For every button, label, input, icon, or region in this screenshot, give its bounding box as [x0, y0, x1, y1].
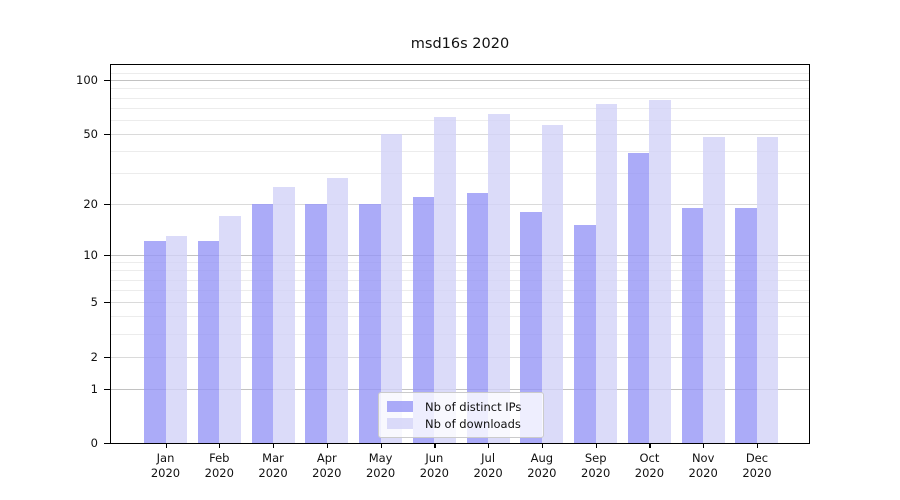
x-tick-dec: [756, 444, 759, 448]
gridline-minor-80: [111, 97, 809, 99]
gridline-major-100: [111, 80, 809, 82]
y-tick-label-2: 2: [90, 349, 98, 364]
chart-title: msd16s 2020: [410, 36, 510, 52]
x-tick-label-jul: Jul 2020: [473, 451, 503, 480]
legend-swatch-downloads: [387, 418, 413, 429]
bar-distinct-ips-oct: [627, 153, 650, 443]
x-tick-label-jun: Jun 2020: [419, 451, 449, 480]
bar-distinct-ips-aug: [520, 211, 542, 443]
y-tick-20: [104, 203, 110, 205]
legend-item-distinct-ips: Nb of distinct IPs: [387, 400, 543, 414]
bar-downloads-jan: [165, 235, 187, 443]
bar-downloads-aug: [541, 125, 564, 443]
gridline-minor-70: [111, 107, 809, 109]
y-tick-0: [104, 443, 110, 445]
x-tick-label-oct: Oct 2020: [634, 451, 665, 480]
plot-area: Nb of distinct IPs Nb of downloads: [110, 64, 810, 444]
bar-distinct-ips-jul: [466, 193, 489, 443]
bar-distinct-ips-may: [359, 203, 381, 443]
x-tick-label-feb: Feb 2020: [204, 451, 234, 480]
legend-item-downloads: Nb of downloads: [387, 417, 543, 431]
x-tick-apr: [326, 444, 328, 448]
gridline-minor-40: [111, 151, 809, 153]
gridline-minor-90: [111, 88, 809, 90]
gridline-minor-30: [111, 173, 809, 175]
bar-downloads-sep: [595, 103, 618, 443]
gridline-minor-3: [111, 334, 809, 336]
bar-downloads-may: [380, 133, 403, 443]
x-tick-label-jan: Jan 2020: [150, 451, 181, 480]
gridline-minor-7: [111, 279, 809, 281]
y-tick-label-1: 1: [90, 381, 98, 396]
y-tick-10: [104, 254, 110, 256]
bar-distinct-ips-apr: [305, 203, 327, 443]
x-tick-oct: [649, 444, 651, 448]
y-tick-label-50: 50: [83, 126, 98, 141]
x-tick-sep: [595, 444, 597, 448]
x-tick-label-may: May 2020: [365, 451, 396, 480]
y-tick-label-5: 5: [90, 295, 98, 310]
y-tick-5: [104, 302, 110, 304]
bar-downloads-oct: [649, 99, 671, 443]
y-tick-label-20: 20: [83, 196, 98, 211]
bar-downloads-apr: [326, 178, 349, 443]
x-tick-jul: [488, 444, 490, 448]
x-tick-label-dec: Dec 2020: [742, 451, 772, 480]
x-tick-nov: [703, 444, 705, 448]
x-tick-may: [380, 444, 382, 448]
y-tick-label-100: 100: [76, 73, 98, 88]
y-tick-50: [104, 133, 110, 136]
gridline-minor-110: [111, 72, 809, 74]
gridline-minor-4: [111, 316, 809, 318]
x-tick-jan: [165, 444, 167, 448]
gridline-major-5: [111, 302, 809, 304]
gridline-major-1: [111, 388, 809, 390]
gridline-major-2: [111, 356, 809, 358]
y-tick-100: [104, 80, 110, 82]
y-tick-label-10: 10: [83, 247, 98, 262]
bar-downloads-nov: [703, 137, 725, 443]
x-tick-label-mar: Mar 2020: [258, 451, 288, 480]
x-tick-label-nov: Nov 2020: [688, 451, 718, 480]
gridline-minor-9: [111, 262, 809, 263]
gridline-major-20: [111, 203, 809, 205]
x-tick-aug: [541, 444, 544, 448]
legend-label-downloads: Nb of downloads: [425, 416, 521, 431]
gridline-minor-8: [111, 270, 809, 272]
x-tick-label-apr: Apr 2020: [312, 451, 342, 480]
legend-label-distinct-ips: Nb of distinct IPs: [425, 399, 522, 414]
bar-downloads-jun: [434, 117, 456, 443]
bar-distinct-ips-nov: [681, 207, 704, 443]
y-tick-1: [104, 388, 110, 390]
legend-swatch-distinct-ips: [387, 401, 413, 412]
x-tick-label-sep: Sep 2020: [581, 451, 611, 480]
bar-distinct-ips-jan: [144, 241, 166, 443]
bar-distinct-ips-jun: [412, 196, 435, 443]
gridline-major-10: [111, 254, 809, 256]
legend: Nb of distinct IPs Nb of downloads: [378, 392, 544, 438]
x-tick-mar: [273, 444, 275, 448]
x-tick-jun: [434, 444, 436, 448]
gridline-minor-60: [111, 119, 809, 121]
x-tick-feb: [219, 444, 221, 448]
x-tick-label-aug: Aug 2020: [527, 451, 557, 480]
gridline-minor-6: [111, 290, 809, 292]
bar-downloads-jul: [488, 113, 510, 443]
gridline-major-50: [111, 133, 809, 135]
bar-downloads-dec: [756, 137, 779, 443]
y-tick-label-0: 0: [90, 436, 98, 450]
bar-distinct-ips-feb: [197, 241, 220, 443]
y-tick-2: [104, 356, 110, 358]
bar-distinct-ips-sep: [574, 225, 596, 443]
bar-distinct-ips-dec: [735, 207, 757, 443]
bar-downloads-mar: [273, 186, 295, 443]
bar-downloads-feb: [219, 215, 241, 443]
bar-distinct-ips-mar: [251, 203, 274, 443]
